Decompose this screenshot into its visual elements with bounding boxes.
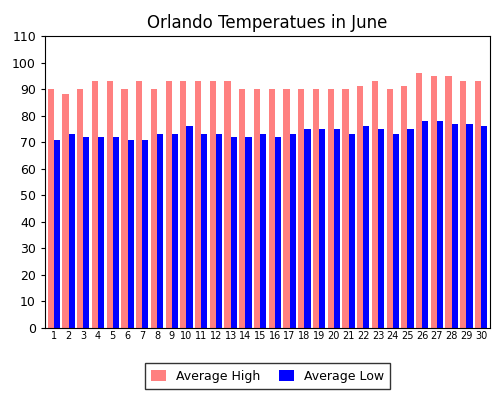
Bar — [151, 89, 157, 328]
Bar — [348, 134, 354, 328]
Bar — [460, 81, 466, 328]
Bar — [284, 89, 290, 328]
Bar — [475, 81, 481, 328]
Bar — [68, 134, 75, 328]
Bar — [342, 89, 348, 328]
Bar — [224, 81, 230, 328]
Bar — [180, 81, 186, 328]
Bar — [239, 89, 246, 328]
Bar — [452, 124, 458, 328]
Bar — [128, 140, 134, 328]
Bar — [230, 137, 237, 328]
Bar — [186, 126, 192, 328]
Bar — [408, 129, 414, 328]
Bar — [106, 81, 113, 328]
Bar — [298, 89, 304, 328]
Bar — [328, 89, 334, 328]
Bar — [92, 81, 98, 328]
Legend: Average High, Average Low: Average High, Average Low — [144, 364, 390, 389]
Bar — [437, 121, 443, 328]
Bar — [142, 140, 148, 328]
Bar — [98, 137, 104, 328]
Bar — [446, 76, 452, 328]
Bar — [466, 124, 472, 328]
Bar — [260, 134, 266, 328]
Bar — [157, 134, 163, 328]
Bar — [136, 81, 142, 328]
Bar — [416, 73, 422, 328]
Bar — [357, 86, 364, 328]
Bar — [319, 129, 326, 328]
Bar — [77, 89, 84, 328]
Bar — [372, 81, 378, 328]
Bar — [431, 76, 437, 328]
Bar — [275, 137, 281, 328]
Bar — [422, 121, 428, 328]
Bar — [313, 89, 319, 328]
Bar — [402, 86, 407, 328]
Bar — [304, 129, 310, 328]
Bar — [378, 129, 384, 328]
Bar — [364, 126, 370, 328]
Bar — [201, 134, 207, 328]
Bar — [172, 134, 178, 328]
Bar — [122, 89, 128, 328]
Bar — [48, 89, 54, 328]
Bar — [254, 89, 260, 328]
Bar — [216, 134, 222, 328]
Bar — [210, 81, 216, 328]
Title: Orlando Temperatues in June: Orlando Temperatues in June — [148, 14, 388, 32]
Bar — [386, 89, 392, 328]
Bar — [481, 126, 488, 328]
Bar — [54, 140, 60, 328]
Bar — [334, 129, 340, 328]
Bar — [62, 94, 68, 328]
Bar — [113, 137, 119, 328]
Bar — [84, 137, 89, 328]
Bar — [392, 134, 399, 328]
Bar — [246, 137, 252, 328]
Bar — [290, 134, 296, 328]
Bar — [268, 89, 275, 328]
Bar — [195, 81, 201, 328]
Bar — [166, 81, 172, 328]
